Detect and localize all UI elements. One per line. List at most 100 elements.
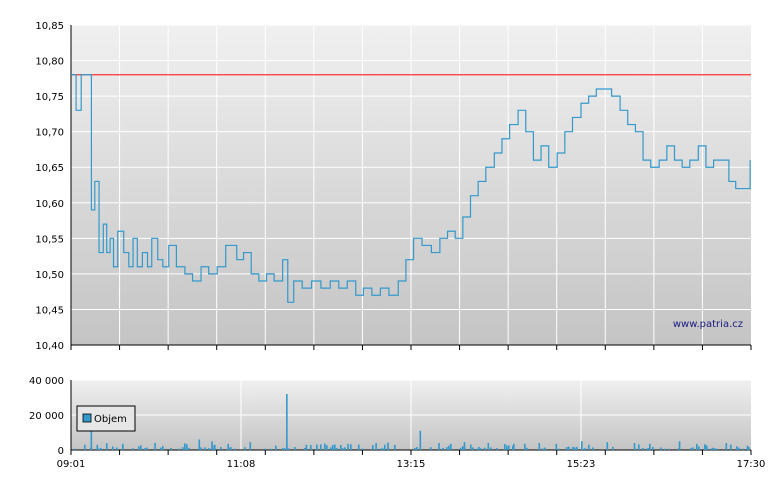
volume-bar [524,443,526,450]
volume-bar [178,448,180,450]
price-y-tick-label: 10,65 [35,163,64,174]
volume-bar [200,447,202,450]
time-tick-label: 09:01 [57,459,86,470]
volume-bar [275,445,277,450]
volume-bar [710,448,712,450]
volume-bar [188,447,190,450]
volume-bar [742,448,744,450]
volume-bar [74,448,76,450]
volume-bar [286,394,288,450]
volume-bar [438,443,440,450]
price-y-tick-label: 10,55 [35,234,64,245]
volume-bar [478,446,480,450]
volume-bar [692,447,694,450]
volume-y-axis-labels: 40 000 20 000 0 [29,376,64,457]
volume-bar [716,448,718,450]
price-x-ticks [70,345,752,350]
volume-bar [470,444,472,450]
volume-bar [649,443,651,450]
volume-bar [568,446,570,450]
volume-bar [542,448,544,450]
price-y-tick-label: 10,45 [35,305,64,316]
volume-bar [544,447,546,450]
volume-bar [484,447,486,450]
volume-bar [294,447,296,450]
volume-bar [160,447,162,450]
volume-bar [122,443,124,450]
volume-bar [633,443,636,450]
volume-bar [96,444,99,450]
volume-bar [249,442,252,450]
volume-bar [162,445,164,450]
volume-bar [736,446,738,450]
volume-bar [738,447,740,450]
volume-bar [132,448,134,450]
volume-bar [746,445,749,450]
volume-bar [204,447,206,450]
volume-x-ticks [70,450,752,455]
volume-bar [106,443,108,450]
volume-bar [84,444,86,450]
volume-bar [336,448,338,450]
volume-bar [208,448,210,450]
volume-bar [288,448,290,450]
volume-bar [310,445,312,450]
volume-bar [211,441,213,450]
volume-bar [284,448,286,450]
volume-bar [472,447,474,450]
volume-bar [725,443,728,450]
volume-bar [648,448,650,450]
volume-bar [581,441,583,450]
volume-bar [698,446,700,450]
price-y-tick-label: 10,50 [35,270,64,281]
time-tick-label: 13:15 [397,459,426,470]
volume-bar [506,445,508,450]
legend: Objem [76,405,136,432]
time-tick-label: 17:30 [737,459,766,470]
volume-bar [282,448,284,450]
volume-bar [382,448,384,450]
volume-bar [350,444,352,450]
volume-bar [334,444,336,450]
volume-bar [419,430,422,450]
volume-bar [170,448,172,450]
price-series-line [71,74,751,303]
volume-bar [414,447,416,450]
volume-bar [572,446,574,450]
volume-bar [264,448,266,450]
volume-bar [112,446,114,450]
volume-bar [584,448,586,450]
volume-bar [394,444,396,450]
volume-bar [362,448,364,450]
volume-bar [375,443,377,450]
volume-bar [227,443,229,450]
volume-bar [380,448,382,450]
volume-bar [704,444,706,450]
volume-bar [513,443,515,450]
volume-bar [642,447,644,450]
volume-bar [430,447,432,450]
volume-bar [487,443,490,450]
volume-bar [320,444,322,450]
price-y-tick-label: 10,40 [35,341,64,352]
volume-bar [678,441,681,450]
volume-bar [748,447,750,450]
legend-swatch [82,413,92,423]
volume-bar [344,447,346,450]
volume-bar [574,447,576,450]
volume-bar [566,446,568,450]
volume-bar [668,448,670,450]
volume-bar [446,447,448,450]
volume-bar [576,447,578,450]
volume-bar [100,447,102,450]
volume-bar [198,439,201,450]
volume-bar [154,443,156,450]
price-y-tick-label: 10,85 [35,21,64,32]
volume-bar [230,447,232,450]
volume-bar [646,448,648,450]
volume-bar [638,444,640,450]
volume-bar [98,448,100,450]
volume-bar [146,447,148,450]
price-y-tick-label: 10,75 [35,92,64,103]
